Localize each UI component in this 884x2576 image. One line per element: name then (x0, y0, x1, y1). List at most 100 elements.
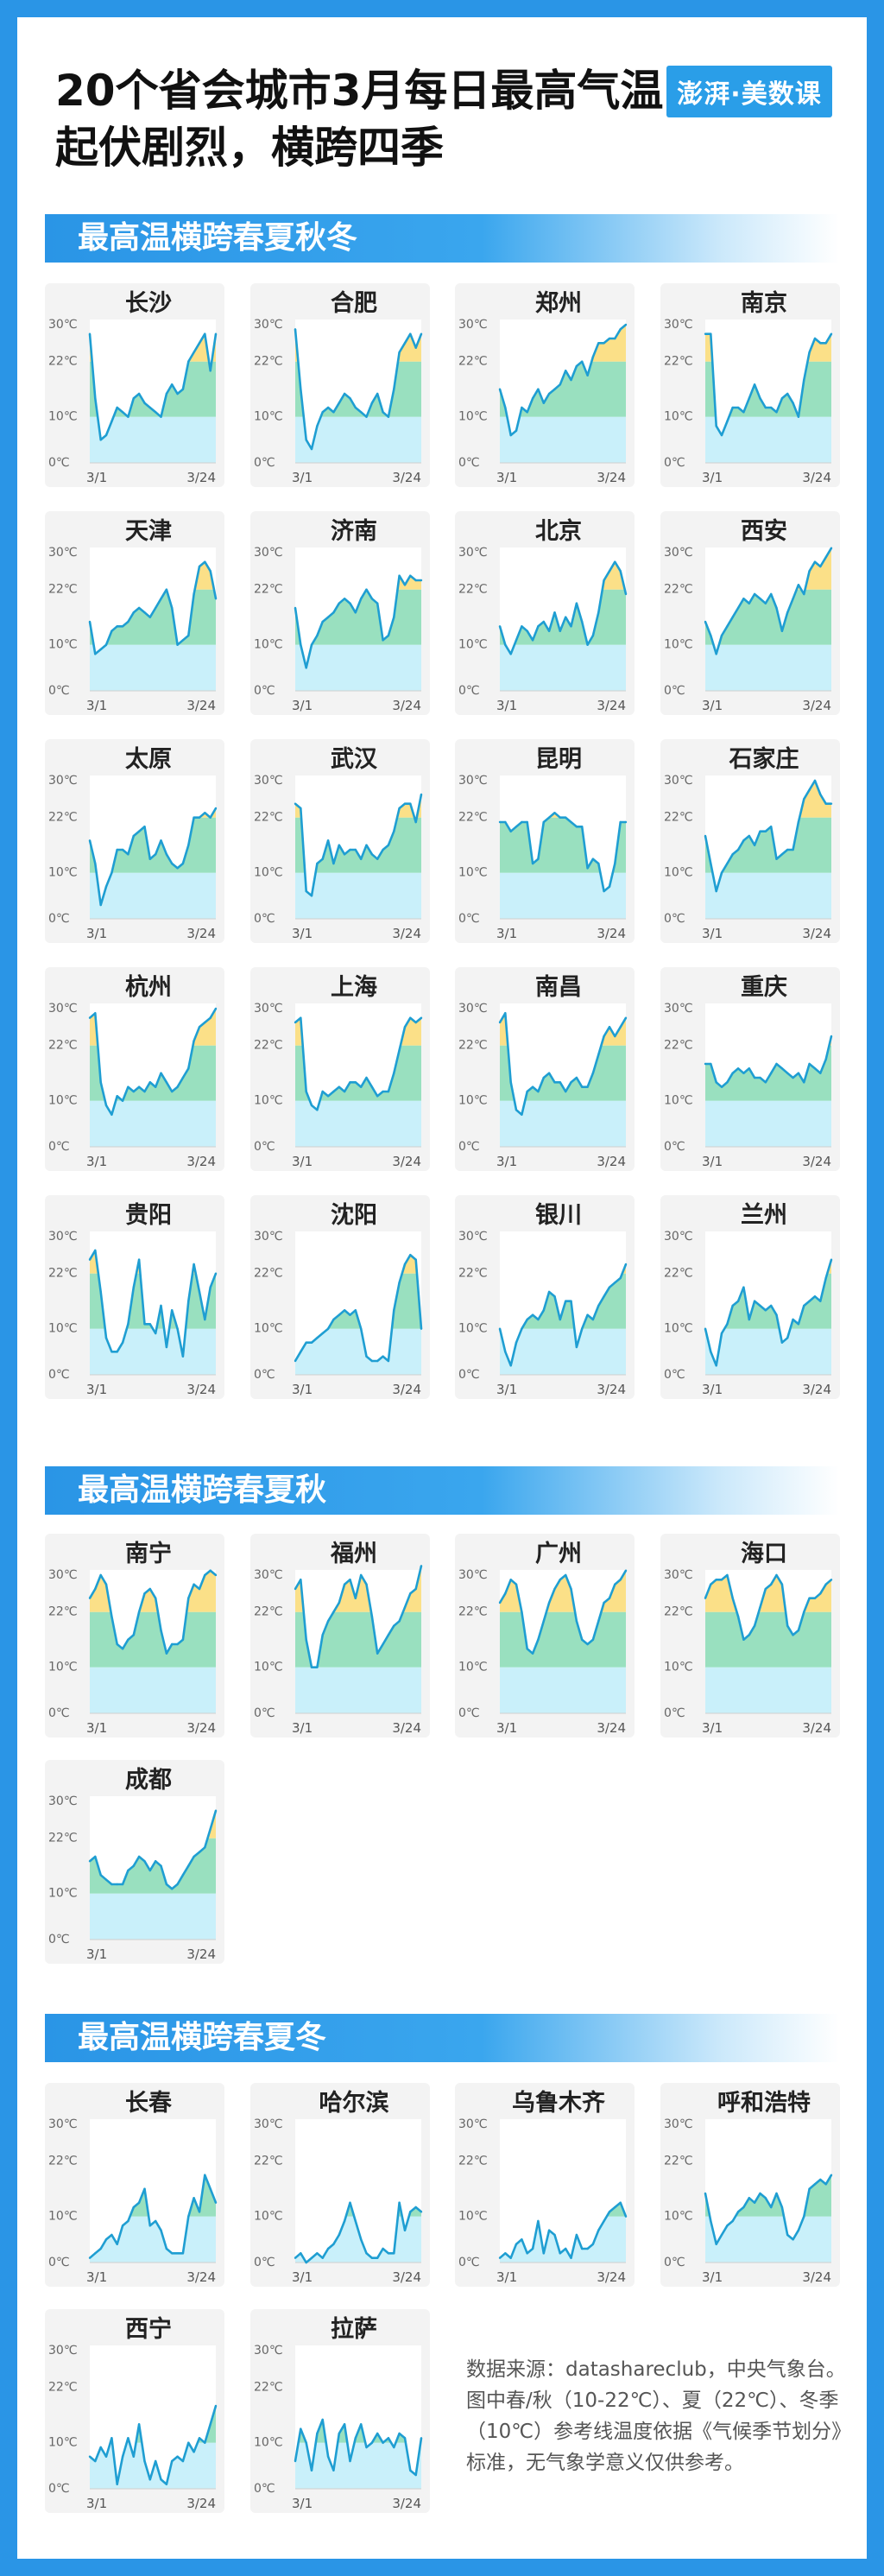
data-point (414, 1021, 417, 1024)
winter-band (90, 644, 216, 691)
data-point (132, 1634, 135, 1636)
data-point (748, 2197, 750, 2199)
data-point (531, 2247, 534, 2250)
data-point (537, 1318, 540, 1321)
data-point (376, 1095, 379, 1098)
data-point (198, 816, 201, 819)
data-point (332, 2469, 335, 2472)
data-point (603, 889, 605, 893)
data-point (165, 1652, 168, 1655)
data-point (726, 862, 729, 865)
data-point (143, 826, 146, 828)
data-point (581, 1638, 584, 1641)
data-point (720, 871, 723, 874)
data-point (121, 848, 124, 851)
data-point (830, 1579, 833, 1581)
city-name: 成都 (125, 1767, 172, 1794)
data-point (398, 2432, 401, 2435)
data-point (160, 1864, 162, 1867)
data-point (360, 1085, 363, 1088)
data-point (824, 556, 827, 559)
y-tick-label: 22℃ (664, 2155, 693, 2168)
data-point (581, 360, 584, 363)
data-point (753, 2201, 756, 2204)
data-point (570, 1081, 572, 1084)
data-point (753, 592, 756, 596)
data-point (370, 853, 374, 856)
data-point (726, 2225, 729, 2227)
data-point (214, 598, 218, 600)
y-tick-label: 10℃ (254, 1322, 283, 1336)
x-tick-label-end: 3/24 (186, 2269, 216, 2285)
data-point (382, 639, 384, 642)
data-point (565, 1300, 567, 1302)
data-point (398, 807, 401, 810)
data-point (370, 402, 374, 404)
city-line-chart: 0℃ 10℃ 22℃ 30℃ 3/1 3/24 兰州 (664, 1202, 833, 1397)
city-line-chart: 0℃ 10℃ 22℃ 30℃ 3/1 3/24 银川 (458, 1202, 628, 1397)
data-point (332, 1611, 335, 1613)
y-tick-label: 30℃ (458, 1568, 488, 1582)
data-point (414, 1587, 417, 1591)
data-point (343, 1090, 346, 1093)
data-point (365, 1583, 368, 1585)
data-point (116, 1642, 118, 1646)
x-tick-label-end: 3/24 (392, 1382, 421, 1397)
data-point (310, 1104, 313, 1107)
data-point (326, 2455, 330, 2458)
data-point (94, 862, 97, 865)
data-point (176, 2455, 179, 2458)
data-point (171, 1090, 174, 1093)
data-point (104, 1104, 108, 1107)
data-point (575, 364, 578, 368)
data-point (597, 342, 600, 345)
data-point (343, 392, 346, 396)
data-point (797, 584, 800, 586)
data-point (813, 1067, 817, 1070)
city-name: 太原 (125, 746, 172, 773)
source-note: 数据来源：datashareclub，中央气象台。图中春/秋（10-22℃）、夏… (466, 2358, 852, 2474)
data-point (360, 598, 363, 600)
data-point (116, 1883, 118, 1886)
x-tick-label-start: 3/1 (86, 1720, 107, 1736)
data-point (764, 602, 767, 604)
data-point (581, 826, 584, 828)
x-tick-label-start: 3/1 (702, 698, 723, 713)
data-point (808, 1597, 811, 1599)
y-tick-label: 22℃ (664, 811, 693, 825)
data-point (94, 2252, 97, 2255)
data-point (792, 402, 794, 404)
x-tick-label-start: 3/1 (86, 1154, 107, 1169)
city-name: 呼和浩特 (717, 2090, 811, 2117)
data-point (294, 1587, 297, 1591)
data-point (88, 2455, 92, 2458)
winter-band (705, 872, 831, 919)
city-chart-card: 0℃ 10℃ 22℃ 30℃ 3/1 3/24 北京 (455, 511, 635, 715)
data-point (121, 1883, 124, 1886)
y-tick-label: 10℃ (48, 866, 78, 880)
y-tick-label: 22℃ (664, 1039, 693, 1053)
data-point (137, 1611, 141, 1613)
y-tick-label: 30℃ (48, 1794, 78, 1808)
data-point (104, 434, 108, 437)
temperature-line (498, 1263, 628, 1367)
data-point (515, 1583, 518, 1585)
data-point (181, 2459, 185, 2463)
x-tick-label-end: 3/24 (186, 926, 216, 941)
brand-logo: 澎湃·美数课 (666, 66, 832, 117)
x-tick-label-end: 3/24 (392, 470, 421, 485)
data-point (531, 1652, 534, 1655)
data-point (624, 1016, 628, 1019)
data-point (786, 1337, 789, 1339)
data-point (603, 2219, 605, 2223)
data-point (104, 1583, 108, 1585)
data-point (393, 1072, 395, 1074)
data-point (824, 1058, 827, 1060)
data-point (414, 579, 417, 582)
data-point (332, 611, 335, 614)
data-point (310, 2256, 313, 2259)
data-point (99, 648, 102, 651)
data-point (110, 420, 113, 423)
data-point (332, 1318, 335, 1321)
data-point (504, 1351, 507, 1353)
